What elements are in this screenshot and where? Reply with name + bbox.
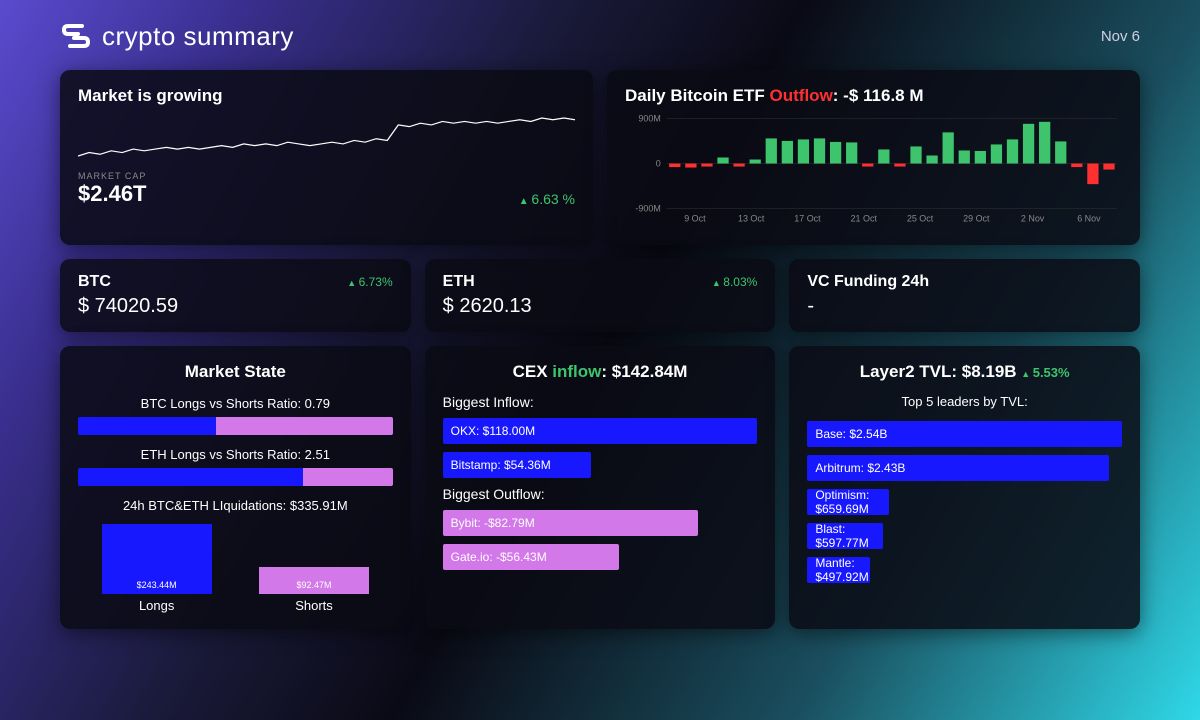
layer2-title: Layer2 TVL: $8.19B 5.53% bbox=[807, 362, 1122, 382]
cex-inflow-label: Biggest Inflow: bbox=[443, 394, 758, 410]
btc-card: BTC 6.73% $ 74020.59 bbox=[60, 259, 411, 332]
eth-ratio-bar bbox=[78, 468, 393, 486]
cex-title-post: : $142.84M bbox=[601, 362, 687, 381]
hbar-item: Blast: $597.77M bbox=[807, 523, 883, 549]
hbar-item: OKX: $118.00M bbox=[443, 418, 758, 444]
svg-text:900M: 900M bbox=[638, 114, 660, 123]
etf-flow-word: Outflow bbox=[770, 86, 833, 105]
btc-ratio-long bbox=[78, 417, 216, 435]
svg-text:13 Oct: 13 Oct bbox=[738, 214, 765, 224]
layer2-card: Layer2 TVL: $8.19B 5.53% Top 5 leaders b… bbox=[789, 346, 1140, 629]
date-label: Nov 6 bbox=[1101, 28, 1140, 45]
liq-shorts-value: $92.47M bbox=[296, 580, 331, 590]
market-card: Market is growing MARKET CAP $2.46T 6.63… bbox=[60, 70, 593, 245]
cex-flow-word: inflow bbox=[552, 362, 601, 381]
etf-title-post: : -$ 116.8 M bbox=[833, 86, 924, 105]
svg-text:29 Oct: 29 Oct bbox=[963, 214, 990, 224]
liq-longs-name: Longs bbox=[102, 598, 212, 613]
eth-ratio-long bbox=[78, 468, 303, 486]
logo: crypto summary bbox=[60, 20, 294, 52]
btc-pct: 6.73% bbox=[347, 275, 392, 289]
liq-shorts-name: Shorts bbox=[259, 598, 369, 613]
market-state-title: Market State bbox=[78, 362, 393, 382]
liq-shorts-bar: $92.47M bbox=[259, 567, 369, 594]
cex-outflow-label: Biggest Outflow: bbox=[443, 486, 758, 502]
hbar-item: Optimism: $659.69M bbox=[807, 489, 889, 515]
cex-card: CEX inflow: $142.84M Biggest Inflow: OKX… bbox=[425, 346, 776, 629]
etf-title: Daily Bitcoin ETF Outflow: -$ 116.8 M bbox=[625, 86, 1122, 106]
eth-ratio-short bbox=[303, 468, 393, 486]
etf-card: Daily Bitcoin ETF Outflow: -$ 116.8 M 90… bbox=[607, 70, 1140, 245]
brand-text: crypto summary bbox=[102, 21, 294, 52]
layer2-title-text: Layer2 TVL: $8.19B bbox=[860, 362, 1022, 381]
btc-ratio-bar bbox=[78, 417, 393, 435]
svg-text:6 Nov: 6 Nov bbox=[1077, 214, 1101, 224]
svg-text:0: 0 bbox=[656, 159, 661, 169]
etf-chart: 900M 0 -900M 9 Oct 13 Oct 17 Oct 21 Oct 25 Oct 2… bbox=[625, 114, 1122, 224]
btc-ratio-short bbox=[216, 417, 392, 435]
hbar-item: Base: $2.54B bbox=[807, 421, 1122, 447]
svg-text:17 Oct: 17 Oct bbox=[794, 214, 821, 224]
svg-text:21 Oct: 21 Oct bbox=[851, 214, 878, 224]
cex-title-pre: CEX bbox=[513, 362, 553, 381]
vc-label: VC Funding 24h bbox=[807, 273, 929, 291]
svg-text:9 Oct: 9 Oct bbox=[684, 214, 706, 224]
header: crypto summary Nov 6 bbox=[60, 20, 1140, 52]
svg-text:-900M: -900M bbox=[635, 204, 660, 214]
liq-longs-value: $243.44M bbox=[137, 580, 177, 590]
liq-label: 24h BTC&ETH LIquidations: $335.91M bbox=[78, 498, 393, 513]
svg-text:25 Oct: 25 Oct bbox=[907, 214, 934, 224]
vc-value: - bbox=[807, 295, 1122, 318]
hbar-item: Mantle: $497.92M bbox=[807, 557, 870, 583]
market-title: Market is growing bbox=[78, 86, 575, 106]
eth-card: ETH 8.03% $ 2620.13 bbox=[425, 259, 776, 332]
eth-pct: 8.03% bbox=[712, 275, 757, 289]
cex-title: CEX inflow: $142.84M bbox=[443, 362, 758, 382]
eth-value: $ 2620.13 bbox=[443, 295, 758, 318]
svg-text:2 Nov: 2 Nov bbox=[1021, 214, 1045, 224]
hbar-item: Bybit: -$82.79M bbox=[443, 510, 698, 536]
hbar-item: Bitstamp: $54.36M bbox=[443, 452, 591, 478]
eth-symbol: ETH bbox=[443, 273, 475, 291]
btc-value: $ 74020.59 bbox=[78, 295, 393, 318]
logo-icon bbox=[60, 20, 92, 52]
eth-ratio-label: ETH Longs vs Shorts Ratio: 2.51 bbox=[78, 447, 393, 462]
market-state-card: Market State BTC Longs vs Shorts Ratio: … bbox=[60, 346, 411, 629]
btc-symbol: BTC bbox=[78, 273, 111, 291]
liq-bars: $243.44M Longs $92.47M Shorts bbox=[78, 523, 393, 613]
marketcap-label: MARKET CAP bbox=[78, 171, 147, 181]
market-pct: 6.63 % bbox=[519, 191, 575, 207]
marketcap-value: $2.46T bbox=[78, 181, 147, 207]
layer2-subtitle: Top 5 leaders by TVL: bbox=[807, 394, 1122, 409]
market-sparkline bbox=[78, 112, 575, 162]
vc-card: VC Funding 24h - bbox=[789, 259, 1140, 332]
btc-ratio-label: BTC Longs vs Shorts Ratio: 0.79 bbox=[78, 396, 393, 411]
hbar-item: Gate.io: -$56.43M bbox=[443, 544, 619, 570]
layer2-pct: 5.53% bbox=[1021, 365, 1069, 380]
etf-title-pre: Daily Bitcoin ETF bbox=[625, 86, 770, 105]
liq-longs-bar: $243.44M bbox=[102, 524, 212, 594]
hbar-item: Arbitrum: $2.43B bbox=[807, 455, 1109, 481]
